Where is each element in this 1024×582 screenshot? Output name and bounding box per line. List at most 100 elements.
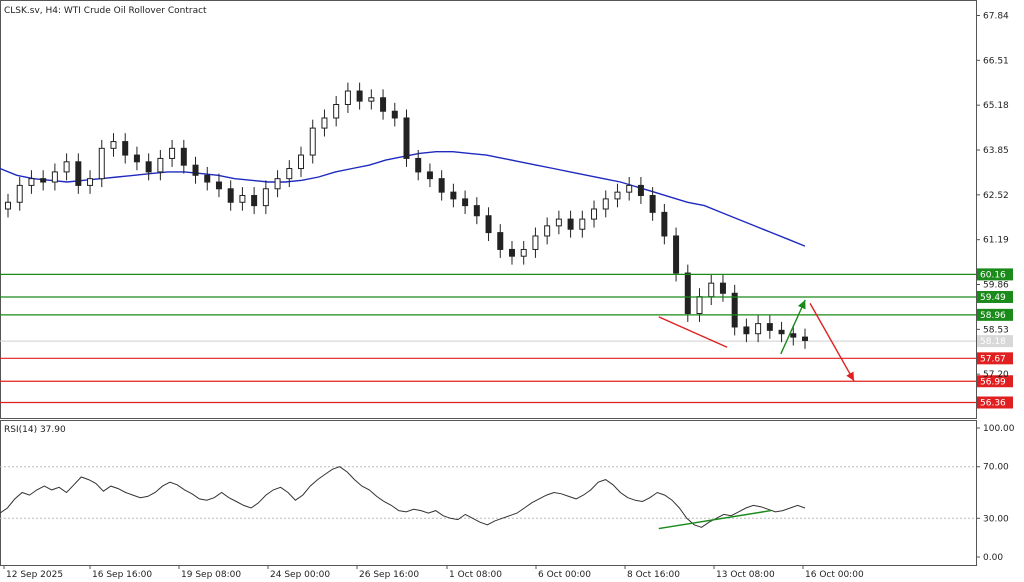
candle-body [755, 323, 762, 335]
candle [532, 227, 539, 258]
price-axis: 67.84 66.51 65.18 63.85 62.52 61.19 59.86 58.53… [976, 12, 1013, 380]
candle [719, 274, 726, 302]
price-levels: 60.16 59.49 58.96 57.67 56.99 56.36 [0, 268, 1013, 409]
candle [544, 217, 551, 245]
candle [766, 315, 773, 339]
candle [637, 176, 644, 204]
time-tick-label: 24 Sep 00:00 [270, 570, 330, 580]
level-value: 56.36 [980, 398, 1006, 408]
chart-frame [0, 0, 977, 566]
candle-body [286, 168, 293, 180]
candle [227, 180, 234, 211]
candle-body [227, 188, 234, 203]
candle [368, 89, 375, 110]
candle-body [251, 195, 258, 207]
candle-body [298, 154, 305, 170]
candle [591, 200, 598, 228]
price-tick-label: 67.84 [983, 12, 1009, 22]
candle-body [133, 154, 140, 163]
price-tick-label: 66.51 [983, 56, 1009, 66]
candle [614, 183, 621, 208]
candle [567, 210, 574, 238]
price-tick-label: 58.53 [983, 325, 1009, 335]
candle [145, 153, 152, 181]
candle-body [462, 198, 469, 207]
candle-body [40, 178, 47, 183]
candle [204, 166, 211, 191]
level-value: 57.67 [980, 354, 1006, 364]
candle-body [28, 178, 35, 186]
candle [602, 190, 609, 218]
candle-body [426, 171, 433, 180]
candle [298, 146, 305, 177]
candle [802, 328, 808, 349]
chart-annotations [658, 299, 855, 382]
current-price-value: 58.18 [980, 337, 1006, 347]
candle [98, 139, 105, 188]
candle-body [637, 184, 644, 197]
candle-body [661, 211, 668, 237]
level-value: 56.99 [980, 377, 1006, 387]
candle-body [75, 161, 82, 186]
time-tick-label: 6 Oct 00:00 [538, 570, 591, 580]
candle-body [673, 235, 680, 274]
candle [696, 288, 703, 322]
candlestick-series [5, 82, 808, 349]
candle-body [802, 336, 808, 341]
candle [122, 133, 129, 164]
candle [28, 170, 35, 194]
price-tick-label: 57.20 [983, 370, 1009, 380]
candle [649, 187, 656, 221]
candle-body [790, 333, 797, 338]
candle [251, 187, 258, 215]
candle-body [356, 90, 363, 102]
rsi-tick-label: 30.00 [983, 514, 1009, 524]
candle [508, 241, 515, 265]
candle-body [391, 110, 398, 119]
candle-body [532, 235, 539, 250]
candle-body [239, 195, 246, 203]
candle [497, 224, 504, 258]
candle-body [87, 178, 94, 186]
rsi-tick-label: 100.00 [983, 424, 1015, 434]
candle [403, 109, 410, 167]
candle-body [708, 282, 715, 298]
candle [286, 160, 293, 188]
candle [415, 150, 422, 181]
candle [133, 146, 140, 171]
candle [274, 170, 281, 198]
level-value: 60.16 [980, 270, 1006, 280]
candle [438, 170, 445, 201]
candle [755, 315, 762, 343]
candle [473, 197, 480, 225]
level-tag [977, 375, 1013, 388]
candle [110, 133, 117, 157]
candle-body [649, 195, 656, 213]
candle-body [614, 191, 621, 200]
candle-body [591, 208, 598, 220]
candle-body [415, 157, 422, 173]
candle-body [567, 218, 574, 230]
price-tick-label: 65.18 [983, 101, 1009, 111]
candle-body [438, 178, 445, 193]
candle [778, 321, 785, 343]
candle-body [719, 282, 726, 294]
candle-body [51, 171, 58, 183]
price-tick-label: 63.85 [983, 146, 1009, 156]
candle-body [602, 198, 609, 210]
candle-body [63, 161, 70, 173]
candle-body [743, 326, 750, 335]
candle-body [403, 117, 410, 159]
candle-body [380, 97, 387, 112]
time-tick-label: 8 Oct 16:00 [627, 570, 680, 580]
candle-body [555, 218, 562, 227]
candle [215, 173, 222, 198]
candle [169, 139, 176, 167]
candle-body [5, 201, 11, 210]
candle [40, 170, 47, 191]
moving-average-line [0, 151, 806, 247]
time-tick-label: 16 Oct 00:00 [805, 570, 864, 580]
candle-body [157, 157, 164, 173]
candle-body [778, 329, 785, 335]
candle-body [544, 225, 551, 237]
